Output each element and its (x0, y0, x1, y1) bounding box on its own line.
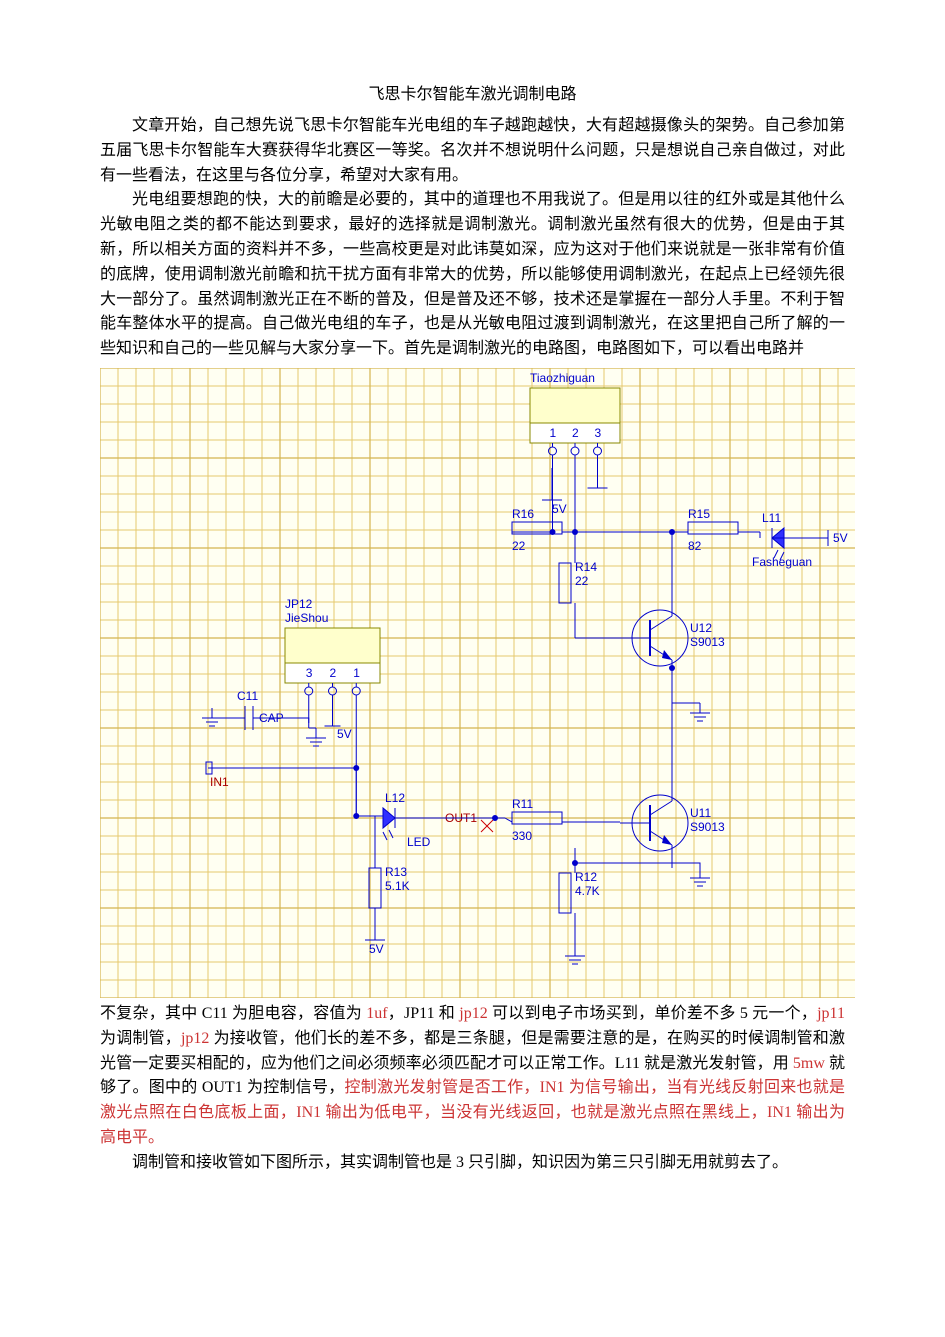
svg-text:3: 3 (306, 666, 313, 680)
p3-d: 为调制管， (100, 1030, 181, 1047)
svg-text:L12: L12 (385, 791, 405, 805)
svg-text:R13: R13 (385, 865, 407, 879)
svg-text:5.1K: 5.1K (385, 879, 410, 893)
p3-cd: jp12 (181, 1030, 209, 1047)
svg-text:U11: U11 (690, 806, 711, 820)
svg-text:R16: R16 (512, 507, 534, 521)
svg-text:22: 22 (575, 574, 589, 588)
svg-text:S9013: S9013 (690, 820, 725, 834)
p3-ca: 1uf (366, 1005, 387, 1022)
svg-text:L11: L11 (762, 511, 781, 525)
svg-text:5V: 5V (833, 531, 848, 545)
p3-e: 为接收管，他们长的差不多，都是三条腿，但是需要注意的是，在购买的时候调制管和激光… (100, 1030, 845, 1072)
svg-text:1: 1 (550, 426, 557, 440)
svg-text:1: 1 (353, 666, 360, 680)
svg-text:22: 22 (512, 539, 526, 553)
svg-text:JP12: JP12 (285, 597, 313, 611)
svg-text:82: 82 (688, 539, 702, 553)
p3-a: 不复杂，其中 C11 为胆电容，容值为 (100, 1005, 366, 1022)
svg-text:Tiaozhiguan: Tiaozhiguan (530, 371, 595, 385)
svg-text:5V: 5V (552, 502, 567, 516)
svg-text:Fasheguan: Fasheguan (752, 555, 812, 569)
circuit-schematic: JP11Tiaozhiguan1235VR1622R1582L11Fashegu… (100, 368, 845, 998)
svg-text:2: 2 (572, 426, 579, 440)
svg-text:330: 330 (512, 829, 532, 843)
svg-text:S9013: S9013 (690, 635, 725, 649)
p3-c: 可以到电子市场买到，单价差不多 5 元一个， (488, 1005, 817, 1022)
svg-text:R15: R15 (688, 507, 710, 521)
svg-text:JieShou: JieShou (285, 611, 328, 625)
paragraph-2: 光电组要想跑的快，大的前瞻是必要的，其中的道理也不用我说了。但是用以往的红外或是… (100, 188, 845, 362)
svg-text:C11: C11 (237, 689, 258, 703)
page-title: 飞思卡尔智能车激光调制电路 (100, 80, 845, 104)
paragraph-1: 文章开始，自己想先说飞思卡尔智能车光电组的车子越跑越快，大有超越摄像头的架势。自… (100, 114, 845, 188)
svg-text:R11: R11 (512, 797, 533, 811)
svg-text:U12: U12 (690, 621, 712, 635)
svg-text:3: 3 (595, 426, 602, 440)
p3-cc: jp11 (817, 1005, 845, 1022)
p3-b: ，JP11 和 (388, 1005, 460, 1022)
paragraph-3: 不复杂，其中 C11 为胆电容，容值为 1uf，JP11 和 jp12 可以到电… (100, 1002, 845, 1151)
svg-text:R14: R14 (575, 560, 597, 574)
p3-cb: jp12 (459, 1005, 487, 1022)
paragraph-4: 调制管和接收管如下图所示，其实调制管也是 3 只引脚，知识因为第三只引脚无用就剪… (100, 1151, 845, 1176)
p3-ce: 5mw (793, 1055, 825, 1072)
svg-text:R12: R12 (575, 870, 597, 884)
svg-text:LED: LED (407, 835, 431, 849)
svg-text:5V: 5V (369, 942, 384, 956)
svg-text:4.7K: 4.7K (575, 884, 600, 898)
svg-text:IN1: IN1 (210, 775, 229, 789)
svg-text:5V: 5V (337, 727, 352, 741)
svg-text:2: 2 (330, 666, 337, 680)
